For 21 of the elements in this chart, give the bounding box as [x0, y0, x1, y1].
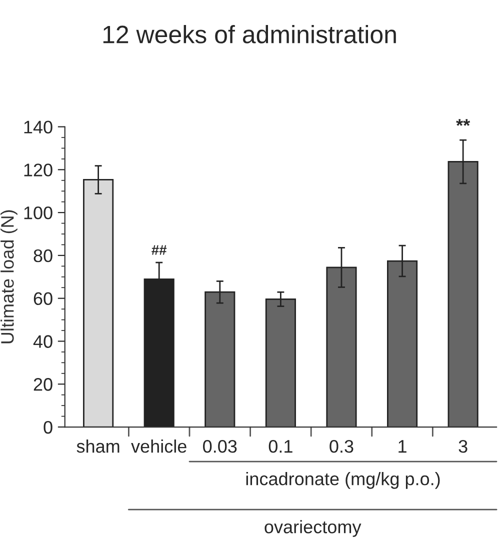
annotation: **: [456, 119, 470, 126]
x-tick-label: 0.3: [330, 440, 354, 453]
y-tick-label: 80: [34, 249, 52, 262]
x-tick-label: sham: [76, 440, 120, 453]
y-tick-label: 0: [44, 420, 52, 434]
y-tick-label: 60: [34, 292, 52, 306]
annotation: ##: [152, 245, 167, 255]
y-axis-title: Ultimate load (N): [0, 210, 18, 344]
x-tick-label: 0.03: [203, 440, 237, 453]
y-tick-label: 100: [24, 206, 52, 220]
x-tick-label: 0.1: [268, 440, 292, 453]
x-tick-label: 1: [398, 440, 406, 453]
chart-title: 12 weeks of administration: [103, 25, 396, 44]
text: incadronate (mg/kg p.o.): [246, 472, 440, 489]
text: ovariectomy: [264, 520, 362, 537]
y-tick-label: 120: [24, 164, 52, 176]
x-tick-label: 3: [458, 440, 468, 453]
y-tick-label: 40: [33, 335, 52, 348]
x-tick-label: vehicle: [131, 440, 186, 453]
y-tick-label: 20: [34, 378, 52, 391]
y-tick-label: 140: [24, 120, 52, 134]
